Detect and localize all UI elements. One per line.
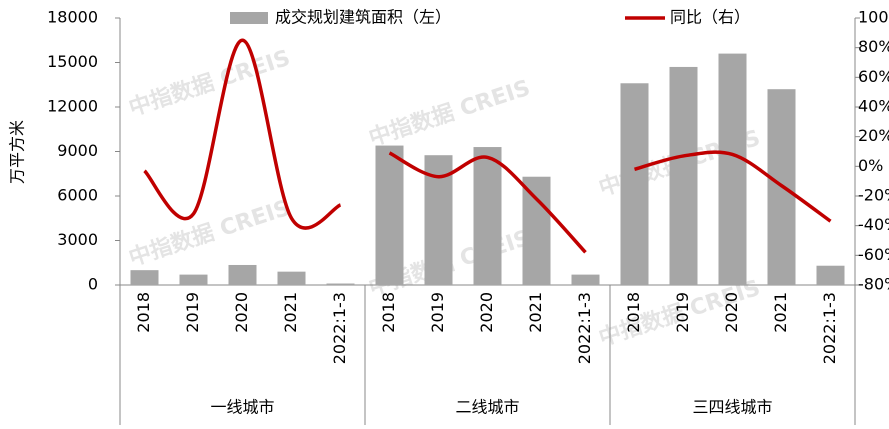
x-tick-label: 2019 [183,292,202,333]
x-tick-label: 2019 [673,292,692,333]
bar [375,145,404,285]
y2-tick-label: -60% [858,245,889,264]
y-tick-label: 3000 [57,230,98,249]
x-tick-label: 2022:1-3 [575,292,594,364]
x-tick-label: 2018 [624,292,643,333]
y2-tick-label: 0% [858,156,883,175]
bar [179,274,208,285]
x-tick-label: 2022:1-3 [330,292,349,364]
x-tick-label: 2022:1-3 [820,292,839,364]
x-tick-label: 2020 [477,292,496,333]
line [388,151,587,254]
y-tick-label: 9000 [57,141,98,160]
x-tick-label: 2021 [526,292,545,333]
bar [522,176,551,285]
x-tick-label: 2021 [281,292,300,333]
y2-tick-label: -80% [858,275,889,294]
y2-tick-label: 40% [858,97,889,116]
watermark: 中指数据 CREIS [126,45,294,122]
y2-tick-label: -40% [858,215,889,234]
bar [816,265,845,285]
x-tick-label: 2021 [771,292,790,333]
bar [228,264,257,285]
y-tick-label: 0 [88,275,98,294]
legend-label: 同比（右） [670,8,750,27]
group-label: 一线城市 [210,398,274,417]
watermark: 中指数据 CREIS [366,75,534,152]
group-label: 三四线城市 [692,398,772,417]
y-tick-label: 15000 [47,52,98,71]
line [143,38,342,230]
bar [718,53,747,285]
y2-tick-label: -20% [858,186,889,205]
bar [277,271,306,285]
x-tick-label: 2018 [379,292,398,333]
x-tick-label: 2019 [428,292,447,333]
bar [669,66,698,285]
x-tick-label: 2020 [232,292,251,333]
watermark: 中指数据 CREIS [126,195,294,272]
x-tick-label: 2018 [134,292,153,333]
legend-label: 成交规划建筑面积（左） [275,8,451,27]
y-tick-label: 6000 [57,186,98,205]
y-tick-label: 12000 [47,97,98,116]
line [634,150,832,223]
group-label: 二线城市 [455,398,519,417]
y2-tick-label: 100% [858,8,889,27]
x-tick-label: 2020 [722,292,741,333]
y-tick-label: 18000 [47,8,98,27]
bar [326,283,355,285]
y2-tick-label: 60% [858,67,889,86]
bar [473,147,502,285]
bar [130,270,159,285]
y2-tick-label: 80% [858,37,889,56]
y2-tick-label: 20% [858,126,889,145]
legend-swatch [230,12,268,24]
bar [571,274,600,285]
bar [620,83,649,286]
y-axis-label: 万平方米 [8,120,27,184]
